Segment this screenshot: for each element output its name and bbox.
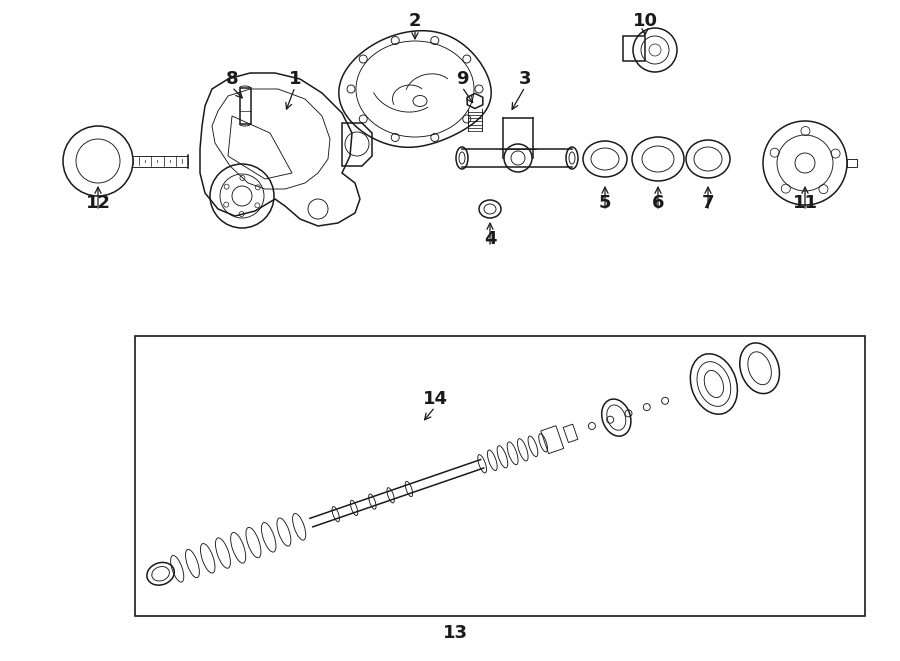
- Text: 10: 10: [633, 12, 658, 30]
- Text: 6: 6: [652, 194, 664, 212]
- Text: 1: 1: [289, 70, 302, 88]
- Text: 12: 12: [86, 194, 111, 212]
- Text: 13: 13: [443, 624, 467, 642]
- Text: 5: 5: [598, 194, 611, 212]
- Text: 11: 11: [793, 194, 817, 212]
- Text: 2: 2: [409, 12, 421, 30]
- Text: 4: 4: [484, 230, 496, 248]
- Bar: [623, 36, 645, 61]
- Bar: [135, 336, 865, 616]
- Bar: [239, 88, 250, 124]
- Text: 3: 3: [518, 70, 531, 88]
- Text: 8: 8: [226, 70, 239, 88]
- Text: 7: 7: [702, 194, 715, 212]
- Text: 14: 14: [422, 390, 447, 408]
- Bar: [847, 159, 857, 167]
- Text: 9: 9: [455, 70, 468, 88]
